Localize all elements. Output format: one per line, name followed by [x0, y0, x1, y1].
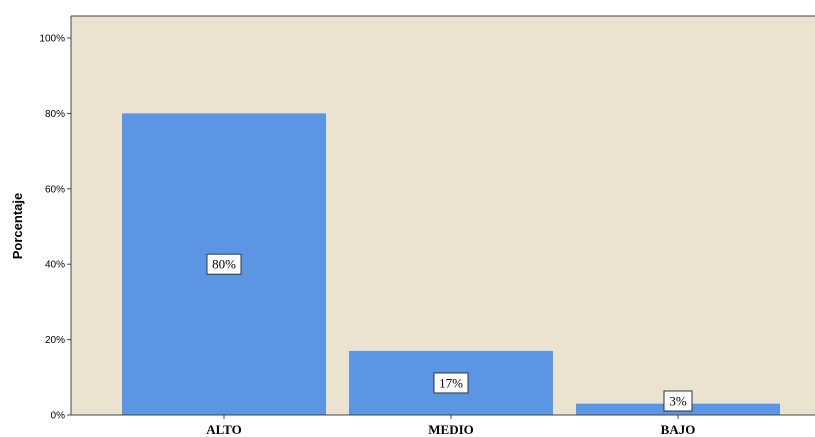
y-tick-label: 20% — [45, 335, 65, 346]
category-label-alto: ALTO — [206, 422, 241, 437]
category-label-medio: MEDIO — [428, 422, 474, 437]
y-axis-label: Porcentaje — [10, 193, 25, 259]
y-tick-label: 0% — [51, 411, 66, 422]
data-label-medio: 17% — [433, 372, 469, 394]
data-label-alto: 80% — [206, 253, 242, 275]
data-label-text: 3% — [669, 394, 687, 409]
y-tick-label: 100% — [39, 34, 65, 45]
data-label-bajo: 3% — [663, 390, 693, 412]
data-label-box — [206, 253, 242, 275]
data-label-text: 80% — [212, 257, 236, 272]
data-label-box — [663, 390, 693, 412]
y-tick-label: 60% — [45, 184, 65, 195]
y-tick-label: 80% — [45, 109, 65, 120]
category-label-bajo: BAJO — [661, 422, 696, 437]
data-label-text: 17% — [439, 375, 463, 390]
data-label-box — [433, 372, 469, 394]
y-tick-label: 40% — [45, 260, 65, 271]
